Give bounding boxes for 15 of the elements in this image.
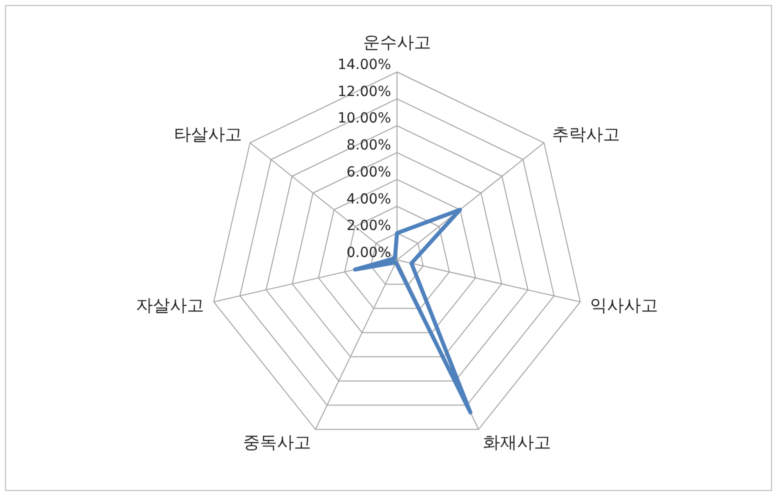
spoke-label: 운수사고 (363, 33, 431, 53)
spoke-label: 추락사고 (552, 125, 620, 146)
y-tick-label: 10.00% (338, 110, 391, 127)
y-tick-label: 6.00% (346, 164, 391, 180)
y-tick-label: 0.00% (346, 245, 391, 261)
y-tick-label: 4.00% (346, 191, 391, 208)
spoke-label: 중독사고 (243, 432, 312, 453)
spoke-label: 화재사고 (482, 432, 551, 453)
spoke-label: 익사사고 (590, 296, 658, 316)
y-tick-label: 8.00% (346, 138, 391, 154)
y-tick-label: 12.00% (338, 84, 391, 100)
spoke-label: 자살사고 (136, 296, 204, 316)
y-tick-label: 2.00% (346, 218, 391, 234)
spoke-label: 타살사고 (174, 125, 242, 146)
y-tick-label: 14.00% (338, 57, 391, 73)
